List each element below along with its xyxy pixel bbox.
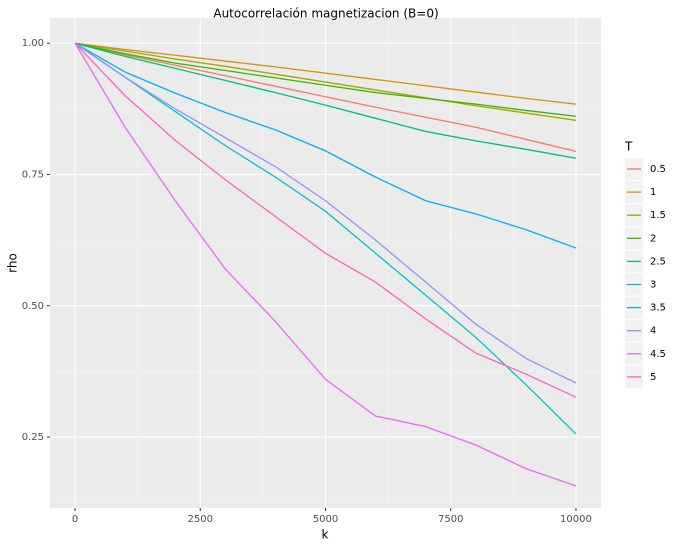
- legend-label: 2: [650, 233, 656, 244]
- chart-title: Autocorrelación magnetizacion (B=0): [213, 7, 438, 21]
- x-tick-label: 10000: [560, 514, 592, 525]
- line: [74, 42, 577, 398]
- legend-label: 1: [650, 187, 656, 198]
- x-tick-label: 0: [72, 514, 78, 525]
- line: [74, 42, 577, 249]
- y-tick-label: 0.25: [22, 432, 44, 443]
- legend-label: 0.5: [650, 164, 666, 175]
- legend-label: 5: [650, 372, 656, 383]
- legend-label: 4: [650, 326, 656, 337]
- line: [74, 42, 577, 122]
- legend-label: 2.5: [650, 256, 666, 267]
- line: [74, 42, 577, 435]
- x-tick-label: 5000: [313, 514, 338, 525]
- line: [74, 42, 577, 105]
- x-axis-title: k: [322, 528, 329, 542]
- x-tick-label: 7500: [438, 514, 463, 525]
- y-tick-label: 0.75: [22, 170, 44, 181]
- line: [74, 42, 577, 159]
- y-tick-label: 0.50: [22, 301, 44, 312]
- x-tick-label: 2500: [188, 514, 213, 525]
- legend-label: 3: [650, 280, 656, 291]
- legend-label: 3.5: [650, 303, 666, 314]
- line: [74, 42, 577, 384]
- line: [74, 42, 577, 153]
- y-tick-label: 1.00: [22, 38, 44, 49]
- legend-title: T: [624, 140, 633, 154]
- y-axis-title: rho: [6, 253, 20, 273]
- legend-label: 4.5: [650, 349, 666, 360]
- legend-label: 1.5: [650, 210, 666, 221]
- line: [74, 42, 577, 487]
- line: [74, 42, 577, 117]
